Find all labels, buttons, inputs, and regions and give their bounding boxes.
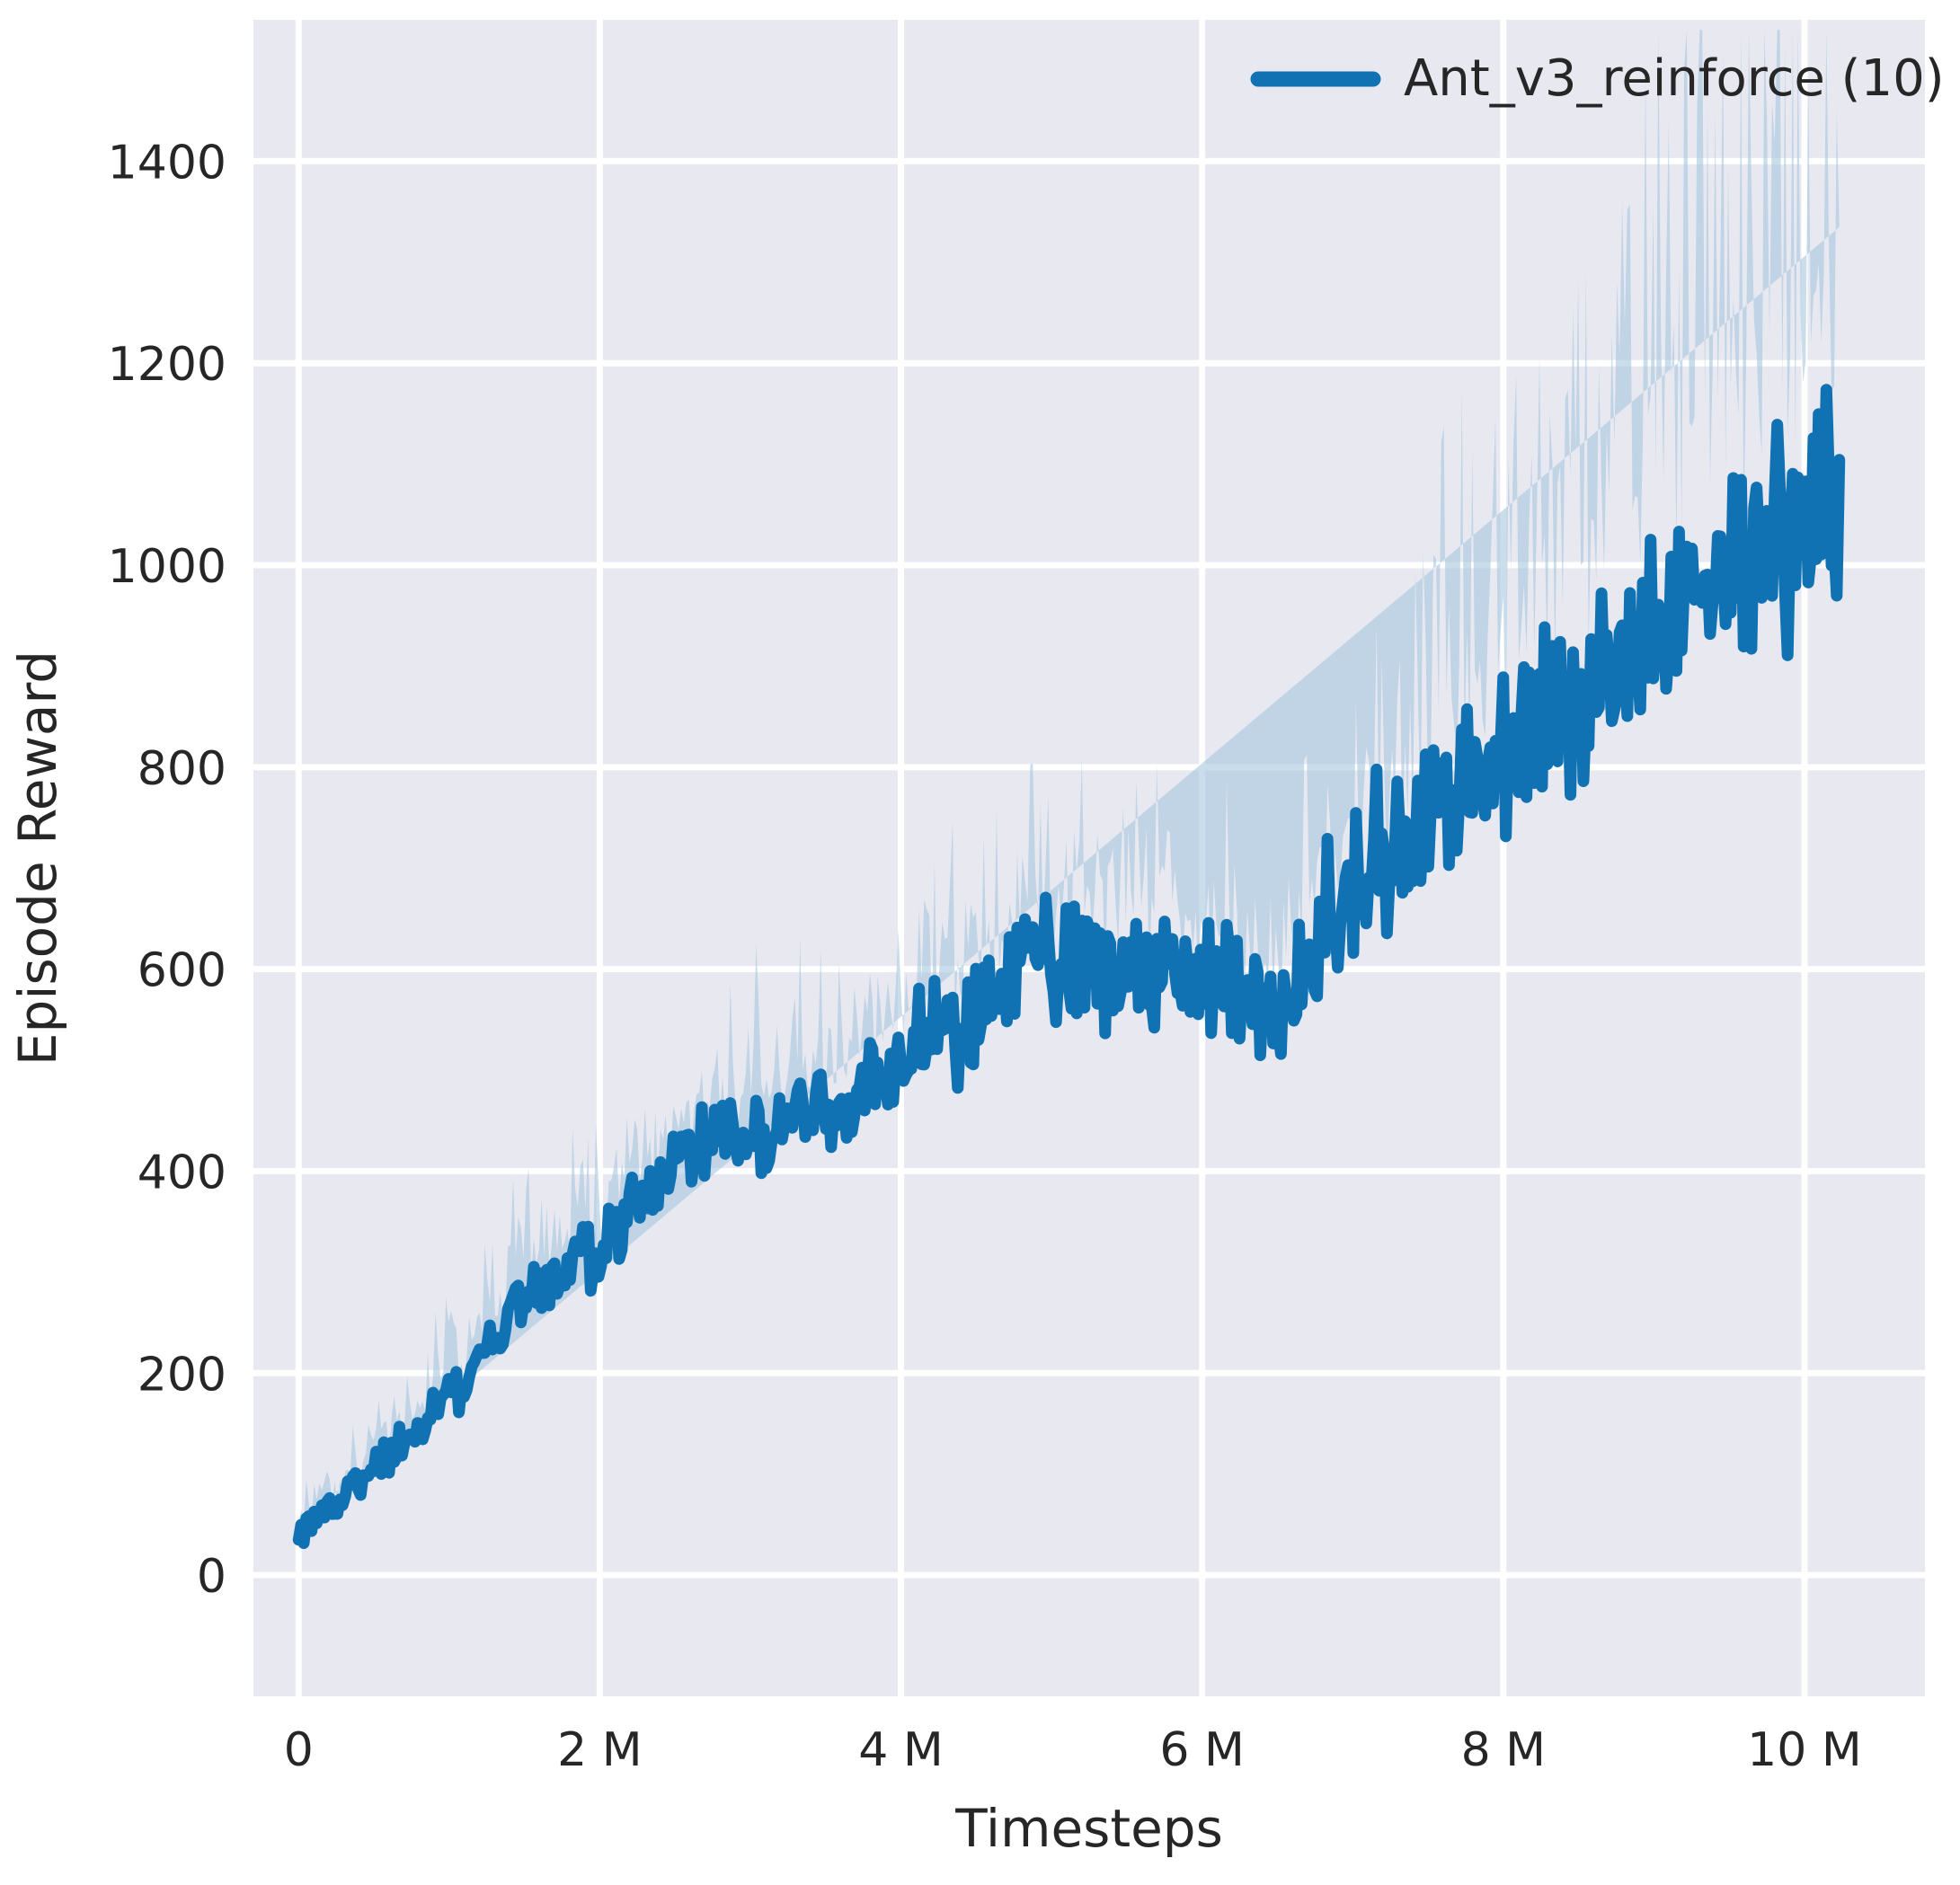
y-tick-label: 0 [197,1550,226,1604]
y-tick-label: 600 [137,944,226,998]
legend-entry-label: Ant_v3_reinforce (10) [1404,49,1945,108]
x-tick-label: 2 M [557,1723,642,1777]
y-tick-label: 800 [137,742,226,796]
y-tick-label: 400 [137,1146,226,1199]
y-axis-tick-labels: 0 200 400 600 800 1000 1200 1400 [108,136,226,1604]
mean-reward-line [292,384,1846,1550]
x-tick-label: 6 M [1159,1723,1244,1777]
x-axis-tick-labels: 0 2 M 4 M 6 M 8 M 10 M [284,1723,1862,1777]
y-tick-label: 1400 [108,136,226,190]
axes-background [253,20,1925,1696]
mean-reward-path [292,384,1846,1550]
y-tick-label: 200 [137,1348,226,1402]
x-tick-label: 0 [284,1723,314,1777]
x-tick-label: 4 M [858,1723,943,1777]
chart-legend[interactable]: Ant_v3_reinforce (10) [1250,49,1945,108]
y-tick-label: 1200 [108,338,226,392]
x-axis-title: Timesteps [954,1798,1223,1859]
x-tick-label: 10 M [1747,1723,1862,1777]
x-tick-label: 8 M [1461,1723,1546,1777]
y-axis-title: Episode Reward [7,650,68,1066]
y-tick-label: 1000 [108,540,226,594]
grid-lines [253,20,1925,1696]
